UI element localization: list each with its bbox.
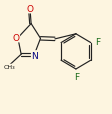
Text: O: O <box>27 5 33 14</box>
Text: F: F <box>95 38 100 47</box>
Text: F: F <box>74 72 80 81</box>
Text: CH₃: CH₃ <box>3 65 15 70</box>
Text: N: N <box>32 51 38 60</box>
Text: O: O <box>12 33 19 42</box>
